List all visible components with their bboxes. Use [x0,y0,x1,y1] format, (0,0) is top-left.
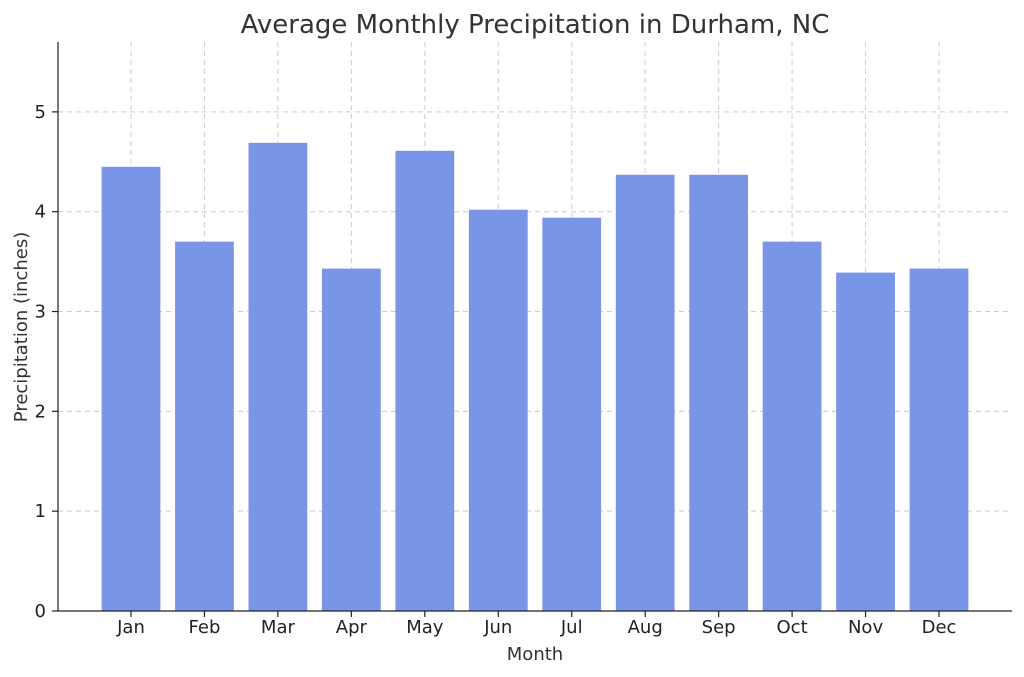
bar-sep [689,174,749,611]
axes [57,42,1012,612]
x-tick-label-may: May [406,617,444,638]
bar-jun [468,209,528,611]
bar-jul [542,217,602,611]
bar-apr [321,268,381,611]
x-tick-label-oct: Oct [777,617,808,638]
chart-title: Average Monthly Precipitation in Durham,… [241,10,830,40]
bar-mar [248,142,308,611]
x-tick-label-mar: Mar [261,617,296,638]
y-tick-label: 4 [35,202,46,223]
y-tick-label: 1 [35,501,46,522]
y-tick-label: 2 [35,401,46,422]
bar-feb [175,241,234,612]
bar-oct [762,241,822,612]
x-tick-label-jul: Jul [560,617,583,638]
y-axis-label: Precipitation (inches) [11,232,32,422]
x-tick-label-sep: Sep [702,617,736,638]
x-tick-label-jan: Jan [116,617,145,638]
y-tick-label: 5 [35,102,46,123]
x-tick-label-aug: Aug [628,617,663,638]
bar-dec [909,268,969,611]
ticks: 0 1 2 3 4 5 Jan Feb Mar Apr May Jun Jul Aug Sep Oct Nov D… [35,102,957,638]
bar-may [395,150,455,611]
x-tick-label-feb: Feb [189,617,221,638]
x-tick-label-dec: Dec [922,617,957,638]
x-tick-label-nov: Nov [848,617,883,638]
bars [101,142,969,612]
bar-aug [615,174,675,611]
bar-jan [101,166,161,611]
y-tick-label: 3 [35,302,46,323]
bar-nov [836,272,895,611]
x-axis-label: Month [507,644,563,665]
x-tick-label-apr: Apr [336,617,368,638]
x-tick-label-jun: Jun [483,617,512,638]
y-tick-label: 0 [35,601,46,622]
